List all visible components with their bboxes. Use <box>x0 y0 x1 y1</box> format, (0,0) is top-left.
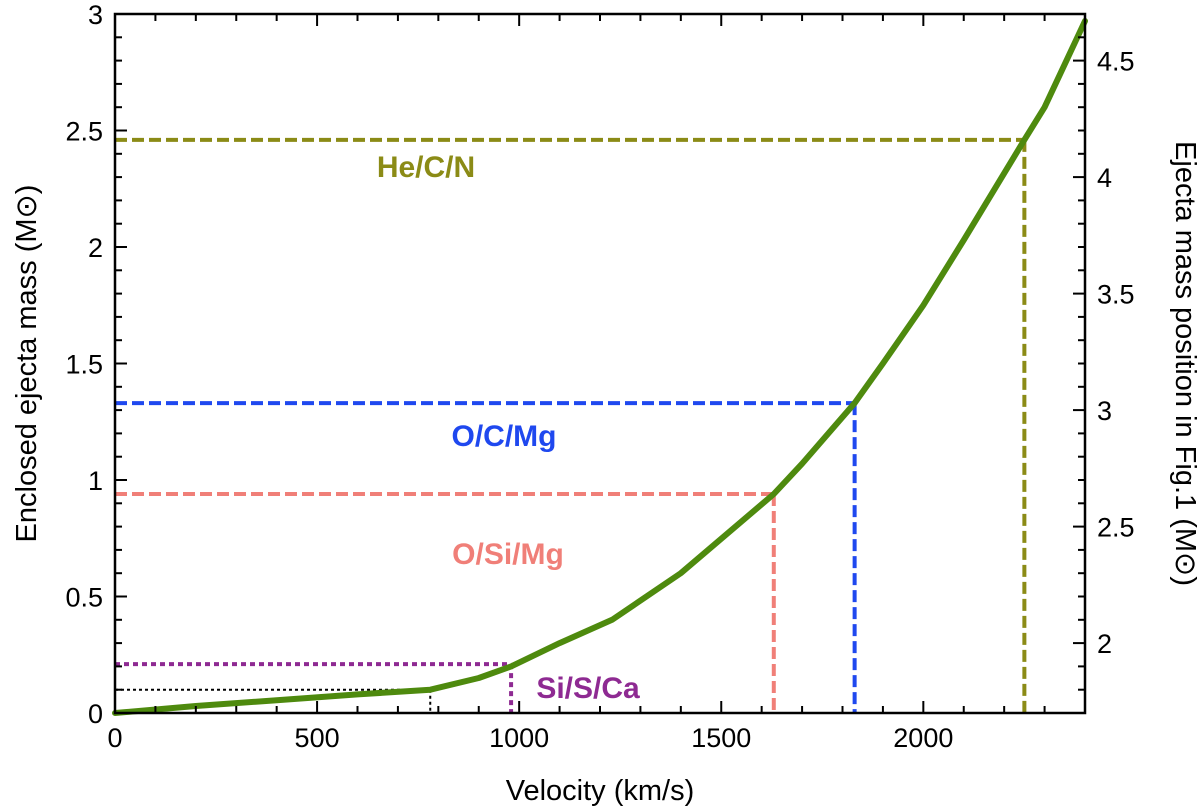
x-tick-label: 1000 <box>489 723 549 753</box>
y2-tick-label: 4 <box>1097 163 1112 193</box>
y-axis-title: Enclosed ejecta mass (M⊙) <box>11 185 43 543</box>
plot-frame <box>113 12 1087 715</box>
x-tick-label: 0 <box>107 723 122 753</box>
y2-tick-label: 3 <box>1097 396 1112 426</box>
zone-label-o-c-mg: O/C/Mg <box>452 420 557 453</box>
y-tick-label: 1 <box>88 466 103 496</box>
marker-guides <box>115 137 1027 713</box>
x-tick-label: 1500 <box>691 723 751 753</box>
enclosed-mass-curve <box>112 18 1088 716</box>
x-axis-title: Velocity (km/s) <box>506 775 695 807</box>
y2-tick-label: 2.5 <box>1097 513 1135 543</box>
y2-tick-label: 2 <box>1097 629 1112 659</box>
zone-label-o-si-mg: O/Si/Mg <box>452 538 564 571</box>
curve-layer <box>112 18 1088 716</box>
y-tick-label: 1.5 <box>65 350 103 380</box>
labels: He/C/N O/C/Mg O/Si/Mg Si/S/Ca <box>377 151 640 705</box>
y-tick-label: 2 <box>88 233 103 263</box>
x-tick-label: 500 <box>295 723 340 753</box>
y2-tick-label: 3.5 <box>1097 280 1135 310</box>
x-tick-label: 2000 <box>893 723 953 753</box>
zone-label-si-s-ca: Si/S/Ca <box>536 672 640 705</box>
y-tick-label: 0 <box>88 699 103 729</box>
zone-label-he-c-n: He/C/N <box>377 151 475 184</box>
axes: 0 500 1000 1500 2000 0 0.5 1 1.5 2 2.5 3 2 2.5 3 3.5 4 4.… <box>65 0 1134 753</box>
y2-tick-label: 4.5 <box>1097 47 1135 77</box>
y2-axis-title: Ejecta mass position in Fig.1 (M⊙) <box>1169 141 1200 586</box>
y-tick-label: 2.5 <box>65 117 103 147</box>
y-tick-label: 3 <box>88 0 103 30</box>
y-tick-label: 0.5 <box>65 583 103 613</box>
